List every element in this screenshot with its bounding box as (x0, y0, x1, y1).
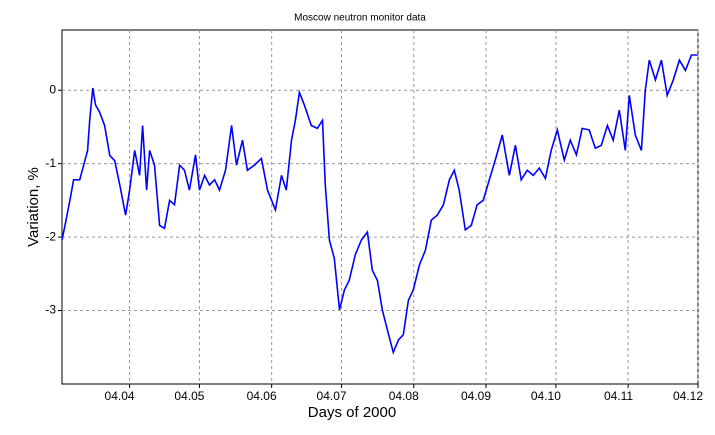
y-tick-label: -3 (45, 303, 56, 317)
x-tick-label: 04.06 (247, 389, 277, 403)
x-axis-label: Days of 2000 (308, 404, 396, 421)
data-line (61, 54, 698, 355)
x-tick-label: 04.07 (317, 389, 347, 403)
x-tick-label: 04.12 (673, 389, 703, 403)
x-tick-label: 04.05 (174, 389, 204, 403)
y-tick-label: -2 (45, 229, 56, 243)
x-tick-label: 04.09 (461, 389, 491, 403)
x-tick-label: 04.08 (389, 389, 419, 403)
chart-title: Moscow neutron monitor data (294, 13, 426, 24)
y-tick-label: -1 (45, 156, 56, 170)
x-tick-label: 04.11 (604, 389, 633, 403)
y-tick-label: 0 (49, 82, 56, 96)
x-tick-label: 04.04 (105, 389, 135, 403)
y-axis-label: Variation, % (25, 167, 42, 247)
x-tick-label: 04.10 (531, 389, 561, 403)
